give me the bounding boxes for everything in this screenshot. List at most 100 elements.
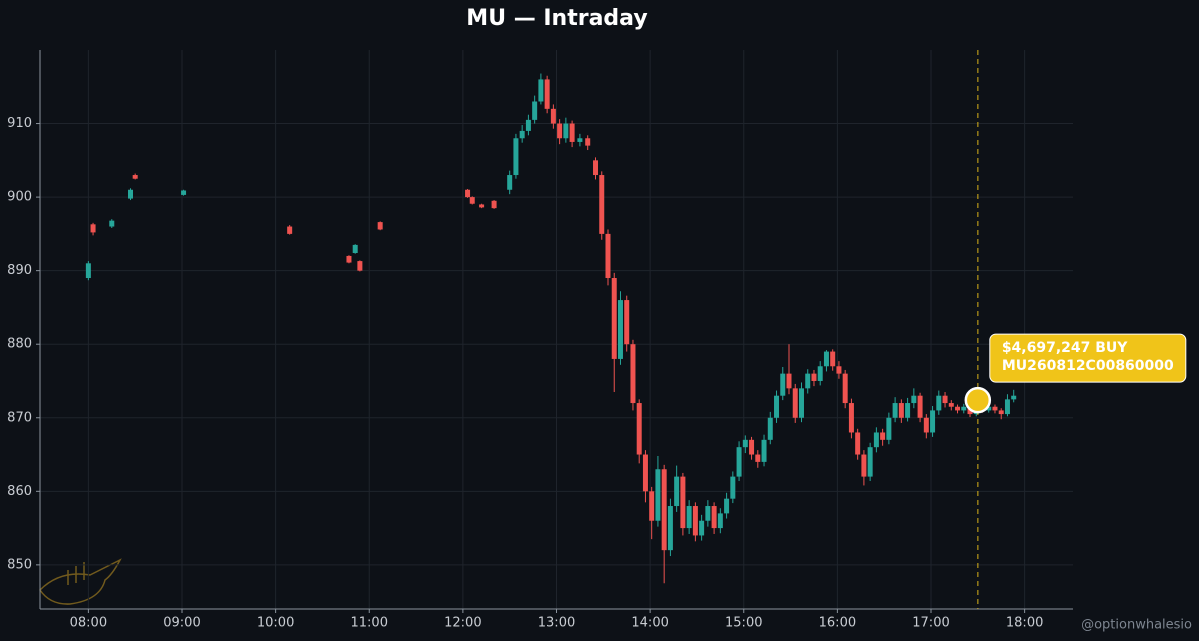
candle-body — [491, 200, 497, 209]
candle-body — [817, 366, 823, 381]
candle-body — [593, 160, 599, 176]
x-tick-label: 13:00 — [538, 616, 575, 631]
candle-body — [550, 108, 556, 124]
candle-body — [538, 79, 544, 102]
candle-body — [532, 101, 538, 120]
candle-body — [774, 395, 780, 418]
candle-body — [705, 506, 711, 521]
candle-body — [905, 403, 911, 418]
candle-body — [942, 395, 948, 404]
y-tick-label: 860 — [7, 484, 32, 499]
candle-body — [655, 469, 661, 521]
annotation-marker — [964, 386, 992, 414]
candle-body — [742, 439, 748, 448]
candle-body — [507, 175, 513, 190]
candle-body — [357, 261, 363, 271]
x-tick-label: 11:00 — [351, 616, 388, 631]
candle-body — [898, 403, 904, 418]
y-tick-label: 910 — [7, 116, 32, 131]
candle-body — [569, 123, 575, 142]
candle-body — [692, 506, 698, 536]
candle-body — [544, 79, 550, 109]
candle-body — [886, 417, 892, 440]
candle-body — [90, 224, 96, 233]
candle-body — [132, 175, 138, 179]
candle-body — [811, 373, 817, 381]
y-tick-label: 850 — [7, 557, 32, 572]
candle-body — [585, 138, 591, 146]
candle-body — [563, 123, 569, 139]
x-tick-label: 14:00 — [631, 616, 668, 631]
x-tick-label: 09:00 — [163, 616, 200, 631]
annotation-text: MU260812C00860000 — [1002, 358, 1174, 374]
y-tick-label: 890 — [7, 263, 32, 278]
candle-body — [724, 498, 730, 514]
candle-body — [961, 406, 967, 411]
candle-body — [377, 222, 383, 230]
x-tick-label: 08:00 — [70, 616, 107, 631]
candle-body — [842, 373, 848, 404]
candle-body — [867, 447, 873, 477]
x-tick-label: 12:00 — [444, 616, 481, 631]
candle-body — [680, 476, 686, 529]
candle-body — [636, 403, 642, 455]
candle-body — [930, 410, 936, 433]
candle-body — [557, 123, 563, 139]
candle-body — [786, 373, 792, 389]
candle-body — [798, 388, 804, 418]
candle-body — [880, 432, 886, 440]
candle-body — [917, 395, 923, 418]
x-tick-label: 15:00 — [725, 616, 762, 631]
candle-body — [479, 204, 485, 208]
candle-body — [861, 454, 867, 477]
candle-body — [599, 175, 605, 234]
candle-body — [1011, 395, 1017, 400]
candle-body — [605, 233, 611, 279]
x-tick-label: 16:00 — [819, 616, 856, 631]
candle-body — [513, 138, 519, 176]
chart-title: MU — Intraday — [466, 6, 647, 31]
candle-body — [836, 366, 842, 374]
candle-body — [948, 403, 954, 407]
candle-body — [755, 454, 761, 462]
x-tick-label: 10:00 — [257, 616, 294, 631]
candle-body — [699, 520, 705, 536]
candle-body — [873, 432, 879, 448]
candle-body — [465, 189, 471, 198]
candle-body — [823, 351, 829, 367]
candle-body — [767, 417, 773, 440]
candle-body — [736, 447, 742, 477]
candle-body — [855, 432, 861, 455]
candle-body — [749, 439, 755, 455]
candle-body — [792, 388, 798, 418]
y-tick-label: 900 — [7, 190, 32, 205]
candle-body — [109, 220, 115, 227]
candle-body — [577, 138, 583, 142]
candle-body — [911, 395, 917, 404]
candle-body — [830, 351, 836, 367]
candle-body — [624, 300, 630, 345]
candle-body — [805, 373, 811, 389]
candle-body — [128, 189, 134, 199]
candle-body — [617, 300, 623, 359]
annotation-text: $4,697,247 BUY — [1002, 340, 1128, 356]
candle-body — [181, 190, 187, 195]
candle-body — [630, 344, 636, 404]
candle-body — [955, 406, 961, 411]
candle-body — [667, 506, 673, 551]
x-tick-label: 18:00 — [1006, 616, 1043, 631]
candle-body — [525, 119, 531, 131]
candle-body — [686, 506, 692, 529]
candle-body — [661, 469, 667, 551]
candle-body — [649, 491, 655, 521]
candle-body — [848, 403, 854, 433]
candle-body — [892, 403, 898, 418]
y-tick-label: 880 — [7, 337, 32, 352]
candle-body — [642, 454, 648, 492]
candle-body — [986, 406, 992, 411]
x-tick-label: 17:00 — [912, 616, 949, 631]
candle-body — [352, 244, 358, 254]
candle-body — [469, 197, 475, 204]
watermark: @optionwhalesio — [1081, 618, 1192, 633]
